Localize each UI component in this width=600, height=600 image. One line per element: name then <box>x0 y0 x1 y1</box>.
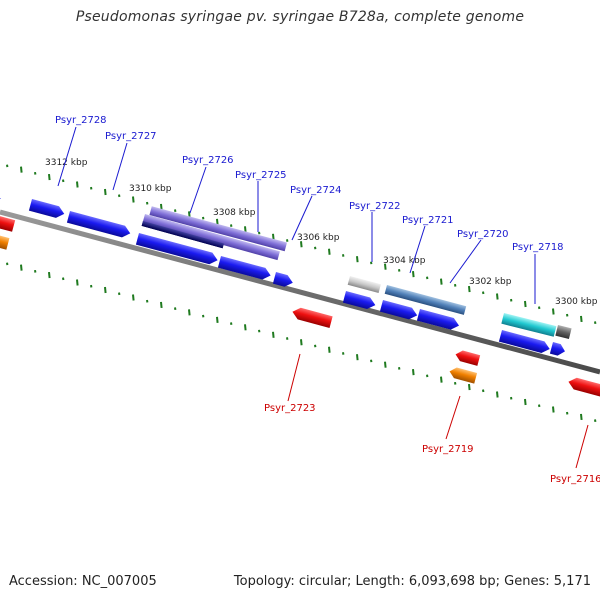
tick-mark <box>468 285 471 293</box>
tick-mark <box>468 383 471 391</box>
feature-track-upper <box>141 206 572 340</box>
kbp-label: 3304 kbp <box>383 256 426 266</box>
genome-title: Pseudomonas syringae pv. syringae B728a,… <box>75 9 525 25</box>
gene-label-psyr-2723[interactable]: Psyr_2723 <box>264 403 316 414</box>
gene-arrow-psyr-2718[interactable] <box>498 330 551 355</box>
tick-mark <box>300 339 303 346</box>
gene-arrow-psyr-2719-red[interactable] <box>454 349 481 366</box>
tick-mark <box>552 308 555 315</box>
kbp-label: 3306 kbp <box>297 233 340 243</box>
gene-label-psyr-2722[interactable]: Psyr_2722 <box>349 201 401 212</box>
tick-mark <box>272 331 275 338</box>
tick-mark <box>216 218 219 225</box>
gene-label-psyr-2724[interactable]: Psyr_2724 <box>290 185 342 196</box>
tick-mark <box>300 241 303 248</box>
tick-mark <box>244 226 247 233</box>
tick-mark <box>328 248 331 255</box>
tick-mark <box>524 300 527 308</box>
gene-arrow-psyr-2716[interactable] <box>567 376 600 398</box>
gene-label-psyr-2726[interactable]: Psyr_2726 <box>182 155 234 166</box>
tick-mark <box>580 315 583 323</box>
forward-strand-genes <box>0 193 567 357</box>
tick-mark <box>76 181 79 188</box>
feature-bar-2717[interactable] <box>555 325 572 340</box>
tick-mark <box>48 173 51 181</box>
gene-arrow-psyr-2726[interactable] <box>135 233 219 266</box>
kbp-label: 3300 kbp <box>555 297 598 307</box>
tick-mark <box>132 196 135 203</box>
feature-bar-2718[interactable] <box>501 313 557 337</box>
gene-label-psyr-2716[interactable]: Psyr_2716 <box>550 474 600 485</box>
tick-mark <box>356 354 359 361</box>
feature-bar-2720[interactable] <box>384 285 467 315</box>
tick-mark <box>76 279 79 286</box>
reverse-strand-genes <box>0 214 600 398</box>
label-leader-lines <box>57 126 589 469</box>
gene-arrow-psyr-2727[interactable] <box>66 211 132 239</box>
feature-bar-2726-inner[interactable] <box>141 221 224 249</box>
tick-row-lower <box>6 262 597 423</box>
tick-mark <box>496 391 499 398</box>
tick-mark <box>48 271 51 279</box>
feature-bar-2726[interactable] <box>149 206 288 252</box>
gene-labels: Psyr_2728 Psyr_2727 Psyr_2726 Psyr_2725 … <box>55 115 600 485</box>
tick-mark <box>384 361 387 368</box>
tick-mark <box>216 316 219 323</box>
tick-mark <box>328 346 331 353</box>
tick-mark <box>20 166 23 173</box>
tick-mark <box>580 413 583 421</box>
tick-mark <box>524 398 527 406</box>
tick-mark <box>412 369 415 376</box>
kbp-label: 3308 kbp <box>213 208 256 218</box>
feature-bar-2722[interactable] <box>347 276 381 293</box>
gene-label-psyr-2718[interactable]: Psyr_2718 <box>512 242 564 253</box>
tick-mark <box>440 376 443 383</box>
kbp-label: 3302 kbp <box>469 277 512 287</box>
tick-mark <box>188 211 191 218</box>
tick-row-upper <box>6 164 597 325</box>
tick-mark <box>132 294 135 301</box>
gene-arrow-psyr-2717[interactable] <box>549 342 567 357</box>
tick-mark <box>104 286 107 294</box>
tick-mark <box>384 263 387 270</box>
gene-arrow-psyr-2720[interactable] <box>416 309 461 331</box>
tick-mark <box>412 271 415 278</box>
tick-mark <box>160 301 163 309</box>
tick-mark <box>272 233 275 240</box>
kbp-labels: 3312 kbp 3310 kbp 3308 kbp 3306 kbp 3304… <box>45 158 598 307</box>
gene-arrow-psyr-2723[interactable] <box>291 306 333 328</box>
gene-label-psyr-2721[interactable]: Psyr_2721 <box>402 215 454 226</box>
feature-bar-2726[interactable] <box>142 214 280 261</box>
gene-arrow-psyr-2719[interactable] <box>448 366 478 384</box>
gene-arrow-psyr-2722[interactable] <box>342 291 377 311</box>
gene-arrow-psyr-2728[interactable] <box>28 199 66 220</box>
tick-mark <box>104 188 107 196</box>
gene-label-psyr-2727[interactable]: Psyr_2727 <box>105 131 157 142</box>
gene-arrow-psyr-2724[interactable] <box>272 272 294 289</box>
gene-arrow-edge[interactable] <box>0 193 2 203</box>
genome-stats-text: Topology: circular; Length: 6,093,698 bp… <box>233 574 591 589</box>
gene-label-psyr-2728[interactable]: Psyr_2728 <box>55 115 107 126</box>
tick-mark <box>440 278 443 285</box>
kbp-label: 3310 kbp <box>129 184 172 194</box>
tick-mark <box>188 309 191 316</box>
tick-mark <box>244 324 247 331</box>
genome-backbone <box>0 209 600 375</box>
kbp-label: 3312 kbp <box>45 158 88 168</box>
gene-label-psyr-2725[interactable]: Psyr_2725 <box>235 170 287 181</box>
tick-mark <box>356 256 359 263</box>
gene-label-psyr-2720[interactable]: Psyr_2720 <box>457 229 509 240</box>
gene-label-psyr-2719[interactable]: Psyr_2719 <box>422 444 474 455</box>
gene-arrow-psyr-2725[interactable] <box>217 256 272 281</box>
tick-mark <box>496 293 499 300</box>
tick-mark <box>552 406 555 413</box>
tick-mark <box>20 264 23 271</box>
gene-arrow-left-edge-red[interactable] <box>0 214 16 232</box>
accession-text: Accession: NC_007005 <box>9 574 157 589</box>
gene-arrow-left-edge-orange[interactable] <box>0 234 10 250</box>
gene-arrow-psyr-2721[interactable] <box>379 300 419 321</box>
